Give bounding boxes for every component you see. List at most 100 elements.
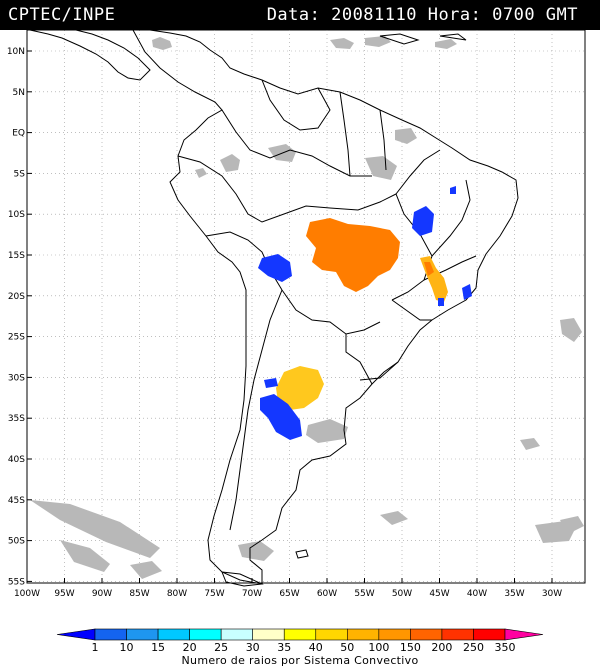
storm-system-small — [438, 298, 444, 306]
border-line — [221, 109, 372, 177]
legend-swatch — [220, 628, 253, 641]
lat-label: 45S — [8, 496, 25, 506]
legend-swatch — [315, 628, 348, 641]
lat-label: 40S — [8, 455, 25, 465]
storm-system-tocantins — [412, 206, 434, 236]
border-line — [345, 334, 373, 385]
cloud-patch — [306, 419, 348, 443]
caribbean-island — [379, 33, 420, 45]
legend-tick-label: 10 — [120, 641, 134, 654]
lon-label: 30W — [542, 589, 562, 599]
lat-lon-grid — [27, 30, 585, 583]
cloud-patch — [365, 156, 397, 180]
border-line — [229, 289, 283, 531]
legend-swatch — [252, 628, 285, 641]
border-line — [177, 155, 331, 223]
legend-tick-label: 25 — [214, 641, 228, 654]
storm-system-espirito-santo — [462, 284, 472, 300]
cloud-patch — [435, 39, 457, 49]
date-time-label: Data: 20081110 Hora: 0700 GMT — [266, 5, 578, 25]
falklands — [295, 549, 309, 559]
legend-swatch — [283, 628, 317, 641]
source-label: CPTEC/INPE — [8, 5, 116, 25]
lat-label: 10S — [8, 210, 25, 220]
cloud-patch — [520, 438, 540, 450]
storm-system-argentina — [276, 366, 324, 410]
border-line — [395, 149, 441, 195]
cloud-patch — [30, 500, 160, 558]
cloud-cover — [30, 36, 584, 579]
lat-label: EQ — [12, 129, 25, 139]
lat-label: 5S — [14, 169, 26, 179]
south-america-coastline — [132, 29, 519, 585]
cloud-patch — [330, 38, 354, 49]
cloud-patch — [130, 561, 162, 579]
border-line — [329, 193, 433, 301]
lon-label: 50W — [392, 589, 412, 599]
legend-tick-label: 200 — [431, 641, 452, 654]
legend-tick-label: 35 — [277, 641, 291, 654]
legend-swatch — [473, 628, 506, 641]
legend-tick-label: 100 — [368, 641, 389, 654]
legend-swatch — [157, 628, 190, 641]
storm-system-bolivia — [258, 254, 292, 282]
cloud-patch — [220, 154, 240, 172]
lon-label: 80W — [167, 589, 187, 599]
legend-swatch — [94, 628, 127, 641]
lon-label: 40W — [467, 589, 487, 599]
border-line — [339, 91, 351, 177]
lat-label: 20S — [8, 292, 25, 302]
cloud-patch — [238, 541, 274, 561]
storm-system-minas-core — [424, 262, 434, 276]
legend-caption: Numero de raios por Sistema Convectivo — [181, 654, 419, 667]
border-line — [359, 361, 399, 381]
lon-label: 55W — [354, 589, 374, 599]
legend-swatch — [441, 628, 474, 641]
cloud-patch — [152, 37, 172, 50]
axis-ticks — [26, 50, 553, 583]
border-line — [391, 299, 432, 321]
legend-tick-label: 30 — [246, 641, 260, 654]
legend-tick-label: 15 — [151, 641, 165, 654]
legend-tick-label: 1 — [92, 641, 99, 654]
cloud-patch — [195, 168, 207, 178]
legend-tick-label: 40 — [309, 641, 323, 654]
caribbean-island — [439, 33, 467, 41]
lon-label: 90W — [92, 589, 112, 599]
storm-system-argentina-small — [264, 378, 278, 388]
lon-label: 45W — [429, 589, 449, 599]
legend-swatch — [126, 628, 159, 641]
lat-label: 10N — [7, 47, 25, 57]
legend-swatch — [189, 628, 222, 641]
cloud-patch — [560, 318, 582, 342]
color-legend: 1 10 15 20 25 30 35 40 50 100 150 200 250 350 — [56, 628, 544, 654]
storm-system-argentina-blue — [260, 394, 302, 440]
lon-label: 35W — [504, 589, 524, 599]
lon-label: 75W — [204, 589, 224, 599]
lat-label: 5N — [13, 88, 25, 98]
legend-tick-label: 250 — [463, 641, 484, 654]
convective-systems — [258, 186, 472, 440]
tierra-del-fuego — [221, 571, 264, 587]
central-america-coastline — [29, 29, 151, 81]
cloud-patch — [395, 128, 417, 144]
legend-swatch — [378, 628, 411, 641]
border-line — [431, 179, 471, 257]
legend-swatch — [410, 628, 443, 641]
lat-label: 55S — [8, 577, 25, 587]
cloud-patch — [60, 540, 110, 572]
legend-arrow-low — [56, 628, 96, 641]
legend-swatch — [347, 628, 380, 641]
lon-label: 85W — [129, 589, 149, 599]
storm-system-small — [450, 186, 456, 194]
legend-tick-label: 150 — [400, 641, 421, 654]
coastlines-borders — [29, 29, 519, 587]
storm-system-central-brazil — [306, 218, 400, 292]
legend-arrow-high — [504, 628, 544, 641]
legend-tick-label: 350 — [495, 641, 516, 654]
lat-label: 25S — [8, 333, 25, 343]
lat-label: 50S — [8, 537, 25, 547]
border-line — [261, 79, 331, 131]
lat-label: 15S — [8, 251, 25, 261]
lon-label: 70W — [242, 589, 262, 599]
